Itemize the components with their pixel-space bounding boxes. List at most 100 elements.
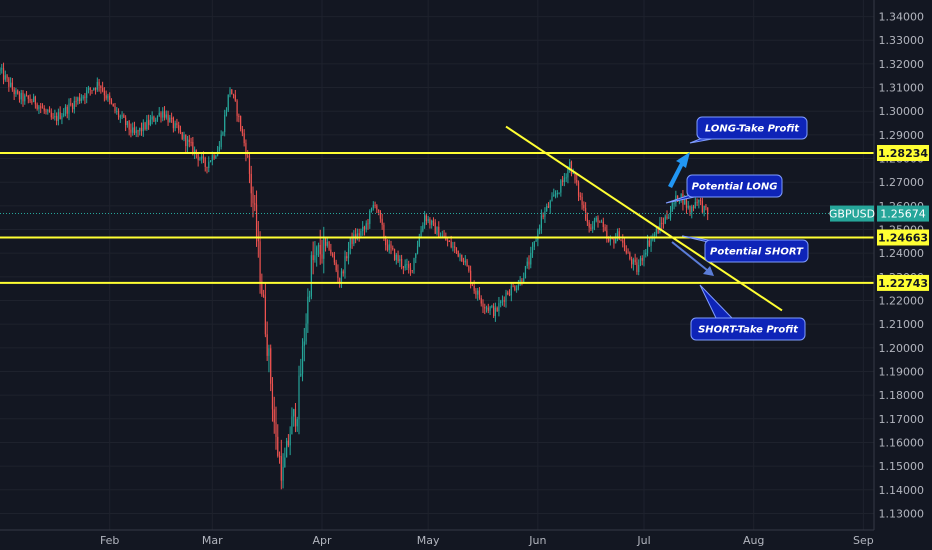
candle-body bbox=[195, 149, 197, 155]
candle-body bbox=[636, 262, 638, 272]
candle-body bbox=[650, 239, 652, 246]
price-tags-layer: 1.28234 1.24663 1.22743 GBPUSD 1.25674 bbox=[829, 144, 929, 291]
candle-body bbox=[539, 228, 541, 231]
candle-body bbox=[190, 141, 192, 143]
candle-body bbox=[298, 375, 300, 420]
candle-body bbox=[254, 203, 256, 205]
candle-body bbox=[347, 248, 350, 259]
candle-body bbox=[139, 127, 141, 132]
price-axis[interactable]: 1.13000 1.14000 1.15000 1.16000 1.17000 1.180… bbox=[879, 11, 925, 521]
level-price-label: 1.28234 bbox=[878, 147, 928, 160]
candle-body bbox=[142, 122, 144, 132]
candle-body bbox=[684, 199, 686, 205]
candle-body bbox=[349, 236, 351, 249]
candle-body bbox=[600, 221, 603, 223]
callout-long-target[interactable]: LONG-Take Profit bbox=[689, 116, 808, 144]
candle-body bbox=[284, 457, 286, 468]
candle-body bbox=[556, 193, 558, 195]
candle-body bbox=[116, 111, 118, 113]
candle-body bbox=[489, 307, 491, 311]
candle-body bbox=[542, 215, 544, 217]
last-price-label: 1.25674 bbox=[880, 208, 926, 221]
x-tick-label: Mar bbox=[202, 534, 223, 547]
candle-body bbox=[209, 161, 212, 163]
candle-body bbox=[56, 116, 58, 121]
candle-body bbox=[123, 115, 125, 118]
candle-body bbox=[629, 252, 631, 259]
candle-body bbox=[27, 95, 29, 99]
candle-body bbox=[185, 134, 187, 147]
candle-body bbox=[1, 68, 3, 70]
candle-body bbox=[431, 220, 433, 225]
candle-body bbox=[432, 220, 435, 223]
candle-body bbox=[268, 348, 270, 356]
candle-body bbox=[202, 156, 205, 159]
candle-body bbox=[597, 217, 599, 222]
candle-body bbox=[379, 210, 381, 219]
candle-body bbox=[266, 334, 268, 356]
candle-body bbox=[646, 240, 649, 253]
callout-label: LONG-Take Profit bbox=[705, 124, 800, 135]
x-tick-label: Apr bbox=[312, 534, 332, 547]
candle-body bbox=[176, 123, 178, 126]
drawings-layer: LONG-Take Profit Potential LONG Potential … bbox=[505, 116, 809, 341]
candle-body bbox=[420, 230, 422, 237]
time-axis[interactable]: Feb Mar Apr May Jun Jul Aug Sep bbox=[100, 534, 874, 547]
candle-body bbox=[471, 282, 473, 286]
candle-body bbox=[554, 194, 557, 196]
callout-short-entry[interactable]: Potential SHORT bbox=[681, 235, 809, 263]
y-tick-label: 1.20000 bbox=[879, 342, 925, 355]
candle-body bbox=[84, 96, 86, 98]
candle-body bbox=[356, 233, 358, 240]
candle-body bbox=[592, 226, 594, 229]
callout-label: SHORT-Take Profit bbox=[698, 325, 799, 336]
candle-body bbox=[638, 264, 640, 272]
candle-body bbox=[609, 238, 611, 242]
candle-body bbox=[581, 196, 583, 205]
candle-body bbox=[317, 244, 320, 248]
candle-body bbox=[178, 125, 180, 131]
candle-body bbox=[677, 195, 679, 202]
candle-body bbox=[372, 204, 374, 208]
candle-body bbox=[160, 112, 162, 118]
symbol-tag bbox=[830, 205, 874, 222]
candle-body bbox=[365, 223, 367, 230]
candle-body bbox=[496, 307, 498, 312]
candle-body bbox=[264, 296, 266, 335]
callout-short-target[interactable]: SHORT-Take Profit bbox=[690, 284, 806, 341]
descending-trendline[interactable] bbox=[505, 125, 783, 312]
candle-body bbox=[599, 221, 601, 223]
candle-body bbox=[194, 149, 196, 154]
candle-body bbox=[574, 171, 576, 180]
candle-body bbox=[562, 180, 564, 182]
candle-body bbox=[133, 127, 136, 134]
y-tick-label: 1.15000 bbox=[879, 460, 925, 473]
candle-body bbox=[54, 116, 56, 118]
candle-body bbox=[673, 203, 675, 205]
candle-body bbox=[71, 104, 74, 110]
candle-body bbox=[454, 246, 456, 248]
candle-body bbox=[148, 120, 150, 125]
candle-body bbox=[360, 231, 362, 236]
candle-body bbox=[661, 222, 663, 224]
candle-body bbox=[82, 96, 84, 99]
candle-body bbox=[369, 210, 371, 224]
candle-body bbox=[567, 168, 569, 178]
candle-body bbox=[307, 296, 309, 324]
y-tick-label: 1.18000 bbox=[879, 389, 925, 402]
y-tick-label: 1.19000 bbox=[879, 365, 925, 378]
candle-body bbox=[485, 307, 488, 309]
candle-body bbox=[533, 241, 535, 247]
candle-body bbox=[332, 253, 334, 256]
candle-body bbox=[261, 281, 263, 295]
candle-body bbox=[590, 227, 592, 229]
candle-body bbox=[505, 292, 507, 302]
candle-body bbox=[59, 112, 61, 119]
candle-body bbox=[218, 146, 220, 152]
candle-body bbox=[399, 258, 401, 262]
candle-body bbox=[381, 218, 383, 225]
callout-long-entry[interactable]: Potential LONG bbox=[665, 174, 783, 204]
candle-body bbox=[577, 182, 580, 196]
candle-body bbox=[464, 260, 466, 263]
candle-body bbox=[588, 222, 590, 228]
